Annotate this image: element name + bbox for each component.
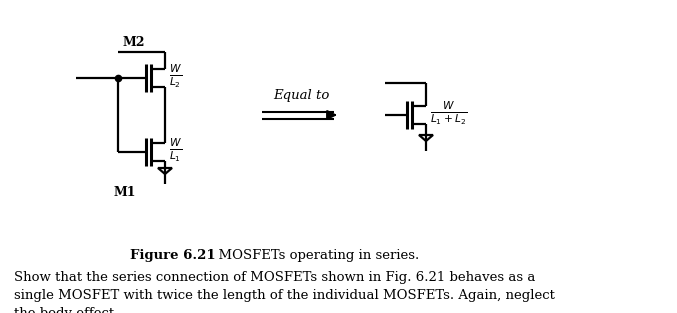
- Text: M2: M2: [123, 36, 146, 49]
- Text: $\mathit{\frac{W}{L_1}}$: $\mathit{\frac{W}{L_1}}$: [169, 136, 182, 164]
- Text: MOSFETs operating in series.: MOSFETs operating in series.: [210, 249, 419, 263]
- Text: M1: M1: [114, 186, 137, 199]
- Text: Figure 6.21: Figure 6.21: [130, 249, 216, 263]
- Text: $\mathit{\frac{W}{L_2}}$: $\mathit{\frac{W}{L_2}}$: [169, 62, 182, 90]
- Text: Equal to: Equal to: [273, 89, 329, 101]
- Text: $\mathit{\frac{W}{L_1+L_2}}$: $\mathit{\frac{W}{L_1+L_2}}$: [430, 99, 467, 127]
- Text: Show that the series connection of MOSFETs shown in Fig. 6.21 behaves as a
singl: Show that the series connection of MOSFE…: [14, 271, 555, 313]
